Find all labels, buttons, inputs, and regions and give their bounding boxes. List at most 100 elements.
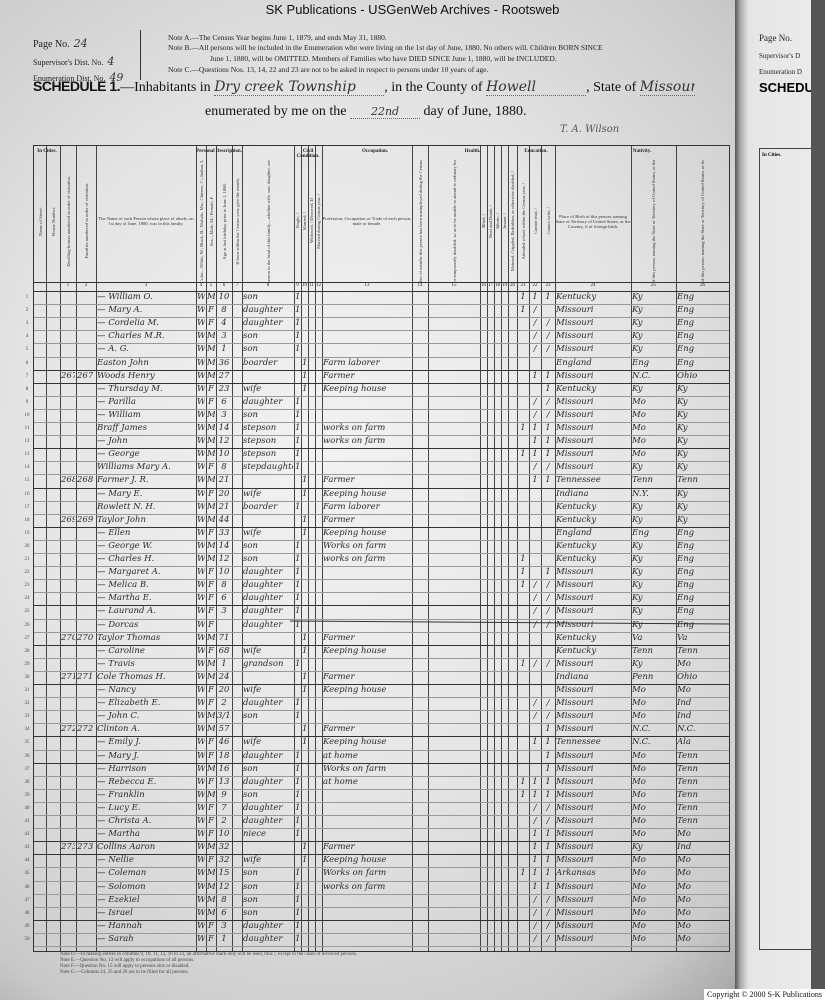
cell-rel — [243, 671, 293, 684]
cell-read: 1 — [532, 829, 538, 840]
cell-write: 1 — [545, 737, 551, 748]
cell-name: — Ezekiel — [97, 894, 140, 905]
cell-school — [518, 828, 528, 841]
cell-school — [518, 396, 528, 409]
cell-school: 1 — [520, 776, 526, 787]
column-divider — [232, 146, 233, 951]
column-divider — [541, 146, 542, 951]
column-number: 26 — [700, 283, 705, 288]
cell-name: — Mary A. — [97, 305, 143, 316]
cell-dw — [61, 317, 75, 330]
cell-write — [542, 304, 554, 317]
footnotes: Note D.—In making entries in columns 9, … — [60, 952, 720, 976]
adjacent-supervisor-label: Supervisor's D — [759, 52, 801, 60]
cell-read: / — [533, 409, 537, 420]
cell-color: W — [197, 685, 205, 695]
cell-married — [302, 894, 307, 907]
column-divider — [412, 146, 413, 951]
cell-birth: Missouri — [556, 829, 594, 840]
cell-age: 71 — [218, 632, 230, 643]
cell-single: 1 — [295, 318, 300, 329]
row-rule — [34, 644, 729, 646]
cell-age: 10 — [218, 449, 230, 460]
row-rule — [34, 828, 729, 830]
cell-married — [302, 409, 307, 422]
cell-sex: M — [207, 907, 215, 918]
watermark: SK Publications - USGenWeb Archives - Ro… — [265, 2, 560, 17]
cell-read: / — [533, 462, 537, 473]
table-row: 37 — Harrison W M 16 son 1 Works on farm 1 Missou… — [25, 763, 729, 776]
table-row: 41 — Christa A. W F 2 daughter 1 / / Missouri Mo Te… — [25, 815, 729, 828]
cell-color: W — [197, 462, 205, 473]
cell-married — [302, 317, 307, 330]
cell-read: / — [533, 396, 537, 407]
cell-name: — Solomon — [97, 881, 146, 892]
cell-read — [530, 763, 540, 776]
cell-color: W — [197, 567, 205, 578]
cell-sex: F — [208, 685, 214, 695]
line-number: 42 — [24, 832, 30, 838]
cell-sex: M — [207, 344, 215, 355]
cell-mother: Eng — [677, 318, 695, 329]
cell-sex: F — [208, 580, 214, 591]
cell-color: W — [197, 698, 205, 709]
cell-fam — [77, 763, 95, 776]
cell-occ — [323, 592, 411, 605]
column-divider — [76, 146, 77, 951]
cell-married — [302, 592, 307, 605]
cell-name: — Nancy — [97, 685, 136, 695]
cell-sex: F — [208, 829, 214, 840]
cell-school — [518, 750, 528, 763]
cell-birth: Missouri — [556, 318, 594, 329]
cell-occ — [323, 697, 411, 710]
cell-mother: Tenn — [677, 816, 698, 826]
cell-school — [518, 592, 528, 605]
table-row: 3 — Cordelia M. W F 4 daughter 1 / / Missouri Ky En… — [26, 317, 729, 330]
cell-rel: wife — [243, 527, 262, 538]
cell-sex: M — [207, 357, 215, 368]
cell-rel: son — [243, 409, 258, 420]
cell-fam — [77, 605, 95, 618]
cell-read: 1 — [532, 842, 538, 853]
cell-father: Mo — [632, 933, 646, 944]
cell-mother: Tenn — [677, 645, 698, 656]
row-rule — [34, 854, 729, 856]
line-number: 11 — [24, 426, 30, 431]
row-rule — [34, 670, 729, 672]
cell-birth: England — [556, 357, 592, 368]
township-value: Dry creek Township — [214, 79, 385, 96]
cell-rel: son — [243, 894, 258, 905]
column-header: Profession, Occupation or Trade of each … — [322, 160, 412, 282]
cell-school — [518, 317, 528, 330]
cell-single: 1 — [295, 501, 300, 512]
cell-birth: Missouri — [556, 619, 594, 630]
column-header: Color—White, W.; Black, B.; Mulatto, Mu.… — [196, 160, 206, 282]
cell-sex: F — [208, 396, 214, 407]
cell-name: Easton John — [97, 357, 149, 368]
line-number: 39 — [24, 792, 30, 798]
table-row: 7267267Woods HenryWM271Farmer11MissouriN… — [26, 370, 729, 383]
cell-father: Penn — [632, 671, 654, 682]
cell-single: 1 — [295, 436, 300, 447]
cell-married: 1 — [302, 475, 307, 486]
cell-dw: 267 — [61, 370, 75, 381]
cell-father: Mo — [632, 436, 646, 447]
column-number: 11 — [309, 283, 314, 288]
cell-dw — [61, 710, 75, 723]
cell-married — [302, 789, 307, 802]
cell-color: W — [197, 344, 205, 355]
cell-read — [530, 566, 540, 579]
cell-single — [295, 383, 300, 396]
cell-birth: Missouri — [556, 344, 594, 355]
cell-fam — [77, 867, 95, 880]
cell-birth: Kentucky — [556, 554, 597, 564]
cell-read: 1 — [532, 423, 538, 433]
cell-school — [518, 645, 528, 658]
cell-dw — [61, 579, 75, 592]
cell-birth: England — [556, 527, 592, 538]
cell-father: Mo — [632, 816, 646, 826]
cell-occ: at home — [323, 776, 358, 787]
footnote-f: Note F.—Question No. 15 will apply to pe… — [60, 964, 190, 969]
cell-sex: M — [207, 894, 215, 905]
cell-name: — William — [97, 409, 141, 420]
